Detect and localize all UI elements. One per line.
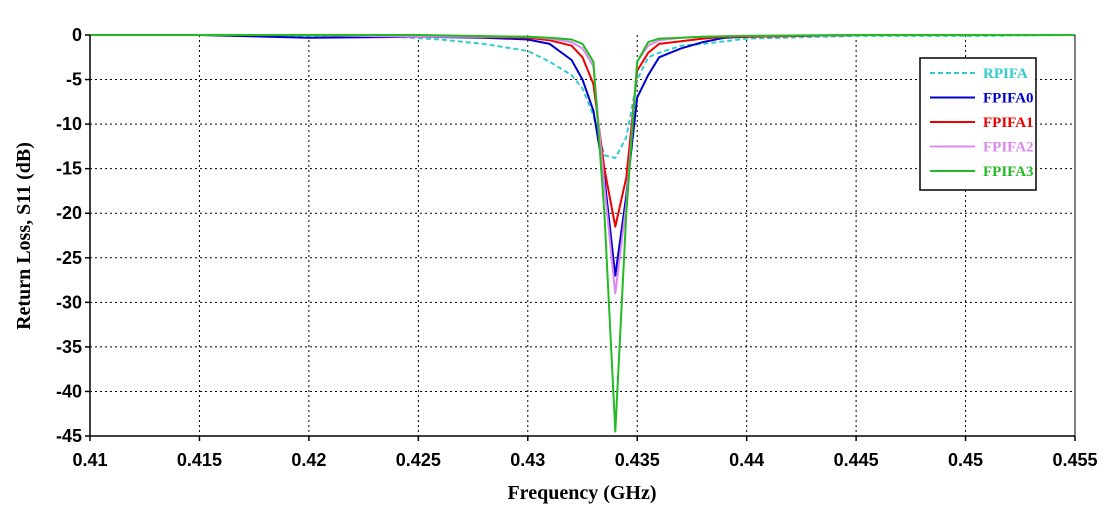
y-tick-label: 0 (72, 25, 82, 45)
y-tick-label: -10 (56, 114, 82, 134)
legend: RPIFA FPIFA0 FPIFA1 FPIFA2 FPIFA3 (919, 57, 1037, 191)
y-tick-label: -20 (56, 203, 82, 223)
y-tick-label: -40 (56, 381, 82, 401)
x-tick-label: 0.415 (177, 450, 222, 470)
legend-label-fpifa1: FPIFA1 (983, 115, 1034, 131)
x-tick-label: 0.445 (834, 450, 879, 470)
tick-labels-layer: 0.41 0.415 0.42 0.425 0.43 0.435 0.44 0.445 0.45… (56, 25, 1098, 470)
y-tick-label: -45 (56, 426, 82, 446)
axes-layer (85, 34, 1076, 441)
y-tick-label: -30 (56, 292, 82, 312)
legend-label-fpifa2: FPIFA2 (983, 140, 1034, 156)
y-tick-label: -5 (66, 70, 82, 90)
y-tick-label: -25 (56, 248, 82, 268)
y-tick-label: -35 (56, 337, 82, 357)
series-line-rpifa (90, 34, 1076, 159)
x-tick-label: 0.425 (396, 450, 441, 470)
y-axis-title: Return Loss, S11 (dB) (13, 142, 35, 330)
x-tick-label: 0.42 (291, 450, 326, 470)
x-tick-label: 0.435 (615, 450, 660, 470)
x-axis-title: Frequency (GHz) (507, 482, 656, 504)
legend-label-fpifa0: FPIFA0 (983, 91, 1034, 107)
x-tick-label: 0.44 (729, 450, 764, 470)
series-layer (90, 34, 1076, 433)
x-tick-label: 0.45 (948, 450, 983, 470)
x-tick-label: 0.43 (510, 450, 545, 470)
legend-label-fpifa3: FPIFA3 (983, 164, 1034, 180)
legend-label-rpifa: RPIFA (983, 66, 1028, 82)
grid-layer (90, 35, 1075, 436)
x-tick-label: 0.41 (72, 450, 107, 470)
x-tick-label: 0.455 (1052, 450, 1097, 470)
series-line-fpifa3 (90, 34, 1075, 433)
y-tick-label: -15 (56, 159, 82, 179)
legend-box (919, 57, 1037, 191)
